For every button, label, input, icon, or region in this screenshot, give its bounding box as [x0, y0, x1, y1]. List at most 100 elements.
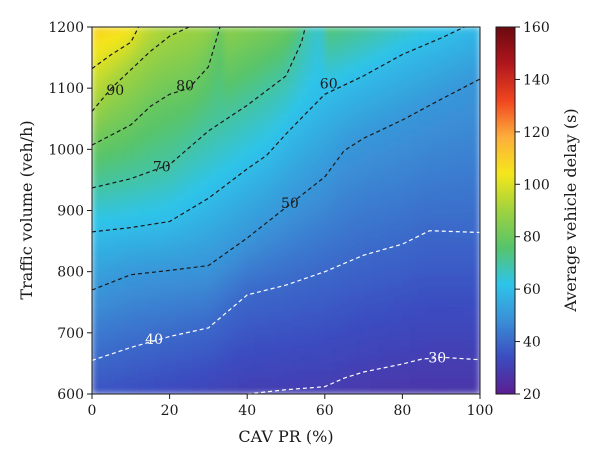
heatmap-cell — [153, 125, 163, 135]
heatmap-cell — [114, 271, 124, 280]
heatmap-cell — [277, 156, 287, 166]
heatmap-cell — [130, 347, 140, 357]
heatmap-cell — [332, 118, 341, 127]
heatmap-cell — [269, 141, 279, 150]
heatmap-cell — [254, 133, 264, 143]
heatmap-cell — [114, 72, 124, 82]
heatmap-cell — [99, 80, 109, 89]
heatmap-cell — [161, 148, 171, 158]
heatmap-cell — [425, 347, 434, 357]
heatmap-cell — [254, 232, 264, 242]
heatmap-cell — [269, 171, 279, 181]
heatmap-cell — [417, 102, 427, 112]
heatmap-cell — [184, 210, 194, 219]
heatmap-cell — [363, 41, 372, 51]
heatmap-cell — [409, 95, 419, 104]
heatmap-cell — [161, 362, 171, 372]
heatmap-cell — [409, 232, 419, 242]
heatmap-cell — [417, 355, 427, 364]
heatmap-cell — [99, 102, 109, 112]
heatmap-cell — [456, 225, 465, 234]
heatmap-cell — [417, 294, 427, 303]
heatmap-cell — [471, 57, 480, 66]
heatmap-cell — [107, 317, 116, 326]
heatmap-cell — [308, 309, 318, 319]
heatmap-cell — [432, 309, 442, 319]
heatmap-cell — [254, 255, 264, 265]
heatmap-cell — [448, 378, 458, 387]
heatmap-cell — [386, 294, 396, 303]
heatmap-cell — [417, 118, 427, 127]
heatmap-cell — [339, 225, 349, 234]
x-tick-label: 0 — [88, 403, 97, 419]
heatmap-cell — [200, 332, 209, 341]
heatmap-cell — [231, 301, 240, 311]
heatmap-cell — [417, 57, 427, 66]
heatmap-cell — [200, 225, 209, 234]
heatmap-cell — [378, 332, 388, 341]
heatmap-cell — [363, 240, 372, 250]
heatmap-cell — [316, 324, 326, 334]
heatmap-cell — [207, 217, 217, 227]
heatmap-cell — [254, 202, 264, 211]
heatmap-cell — [308, 87, 318, 97]
heatmap-cell — [114, 171, 124, 181]
heatmap-cell — [153, 271, 163, 280]
heatmap-cell — [246, 263, 256, 273]
heatmap-cell — [231, 232, 240, 242]
heatmap-cell — [107, 225, 116, 234]
heatmap-cell — [254, 362, 264, 372]
heatmap-cell — [316, 263, 326, 273]
heatmap-cell — [293, 217, 303, 227]
heatmap-cell — [456, 164, 465, 173]
heatmap-cell — [277, 332, 287, 341]
heatmap-cell — [192, 217, 202, 227]
heatmap-cell — [440, 385, 450, 394]
heatmap-cell — [425, 194, 434, 204]
heatmap-cell — [339, 324, 349, 334]
heatmap-cell — [138, 255, 147, 265]
heatmap-cell — [440, 217, 450, 227]
heatmap-cell — [332, 95, 341, 104]
heatmap-cell — [122, 125, 132, 135]
heatmap-cell — [316, 148, 326, 158]
heatmap-cell — [440, 171, 450, 181]
heatmap-cell — [401, 148, 411, 158]
heatmap-cell — [223, 278, 233, 288]
heatmap-cell — [440, 232, 450, 242]
heatmap-cell — [169, 263, 178, 273]
heatmap-cell — [215, 278, 225, 288]
heatmap-cell — [370, 194, 380, 204]
heatmap-cell — [448, 87, 458, 97]
heatmap-cell — [425, 362, 434, 372]
heatmap-cell — [293, 309, 303, 319]
heatmap-cell — [316, 255, 326, 265]
heatmap-cell — [114, 110, 124, 120]
heatmap-cell — [200, 102, 209, 112]
heatmap-cell — [176, 102, 186, 112]
heatmap-cell — [207, 232, 217, 242]
heatmap-cell — [425, 57, 434, 66]
heatmap-cell — [316, 248, 326, 257]
heatmap-cell — [223, 80, 233, 89]
heatmap-cell — [184, 301, 194, 311]
heatmap-cell — [324, 171, 334, 181]
heatmap-cell — [370, 27, 380, 36]
heatmap-cell — [122, 210, 132, 219]
heatmap-cell — [386, 49, 396, 59]
heatmap-cell — [114, 57, 124, 66]
heatmap-cell — [153, 263, 163, 273]
heatmap-cell — [370, 286, 380, 296]
heatmap-cell — [92, 125, 101, 135]
heatmap-cell — [339, 339, 349, 349]
heatmap-cell — [363, 263, 372, 273]
heatmap-cell — [262, 286, 271, 296]
heatmap-cell — [277, 286, 287, 296]
heatmap-cell — [301, 378, 310, 387]
heatmap-cell — [122, 271, 132, 280]
heatmap-cell — [456, 286, 465, 296]
heatmap-cell — [432, 370, 442, 380]
heatmap-cell — [99, 27, 109, 36]
heatmap-cell — [409, 49, 419, 59]
heatmap-cell — [246, 362, 256, 372]
